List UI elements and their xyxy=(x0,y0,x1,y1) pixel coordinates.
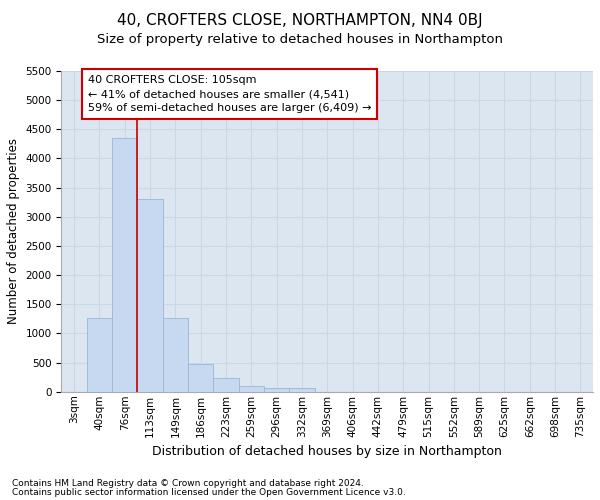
Text: 40 CROFTERS CLOSE: 105sqm
← 41% of detached houses are smaller (4,541)
59% of se: 40 CROFTERS CLOSE: 105sqm ← 41% of detac… xyxy=(88,75,371,113)
Bar xyxy=(137,200,163,392)
Bar xyxy=(188,364,214,392)
Text: 40, CROFTERS CLOSE, NORTHAMPTON, NN4 0BJ: 40, CROFTERS CLOSE, NORTHAMPTON, NN4 0BJ xyxy=(117,12,483,28)
Bar xyxy=(87,318,112,392)
Text: Contains public sector information licensed under the Open Government Licence v3: Contains public sector information licen… xyxy=(12,488,406,497)
Bar xyxy=(112,138,137,392)
Text: Size of property relative to detached houses in Northampton: Size of property relative to detached ho… xyxy=(97,32,503,46)
Y-axis label: Number of detached properties: Number of detached properties xyxy=(7,138,20,324)
X-axis label: Distribution of detached houses by size in Northampton: Distribution of detached houses by size … xyxy=(152,445,502,458)
Bar xyxy=(214,378,239,392)
Bar xyxy=(289,388,314,392)
Text: Contains HM Land Registry data © Crown copyright and database right 2024.: Contains HM Land Registry data © Crown c… xyxy=(12,479,364,488)
Bar xyxy=(264,388,289,392)
Bar xyxy=(239,386,264,392)
Bar xyxy=(163,318,188,392)
